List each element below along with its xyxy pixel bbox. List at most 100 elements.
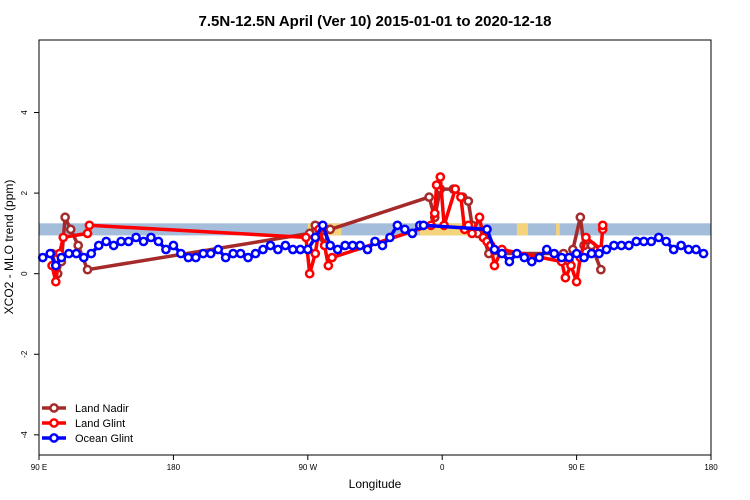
- data-point: [213, 244, 224, 255]
- data-point: [482, 224, 492, 235]
- data-point: [50, 276, 61, 287]
- chart-title: 7.5N-12.5N April (Ver 10) 2015-01-01 to …: [199, 13, 552, 30]
- data-point: [435, 172, 446, 182]
- data-point: [691, 244, 701, 255]
- data-point: [450, 184, 461, 194]
- data-point: [624, 240, 634, 251]
- data-point: [556, 252, 567, 263]
- data-point: [123, 236, 134, 247]
- data-point: [37, 252, 48, 263]
- x-axis: 90 E 180 90 W 0 90 E 180: [31, 455, 718, 472]
- data-point: [45, 248, 56, 259]
- y-axis-label: XCO2 - MLO trend (ppm): [2, 180, 16, 315]
- data-point: [597, 220, 608, 231]
- x-axis-label: Longitude: [349, 477, 402, 491]
- data-point: [168, 240, 179, 251]
- data-point: [93, 240, 104, 251]
- data-point: [64, 248, 74, 259]
- data-point: [579, 252, 589, 263]
- y-tick-label: 0: [20, 271, 29, 276]
- data-point: [519, 252, 530, 263]
- data-point: [698, 248, 709, 259]
- data-point: [317, 220, 328, 231]
- y-tick-label: 4: [20, 110, 29, 115]
- data-point: [463, 196, 474, 207]
- data-point: [295, 244, 306, 255]
- data-point: [302, 244, 313, 255]
- data-point: [73, 240, 84, 251]
- data-point: [489, 244, 500, 255]
- land-band-segment: [516, 223, 529, 236]
- data-point: [325, 240, 336, 251]
- data-point: [594, 248, 604, 259]
- data-point: [108, 240, 119, 251]
- data-point: [355, 240, 365, 251]
- legend-item: Land Glint: [42, 418, 125, 430]
- data-point: [116, 236, 126, 247]
- x-tick-label: 180: [167, 463, 181, 472]
- data-point: [78, 252, 89, 263]
- data-point: [489, 260, 500, 271]
- data-point: [571, 276, 582, 287]
- data-point: [661, 236, 672, 247]
- y-tick-label: -4: [20, 431, 29, 439]
- data-point: [301, 232, 311, 243]
- data-point: [325, 224, 336, 235]
- data-point: [146, 232, 156, 243]
- data-point: [58, 232, 69, 243]
- data-point: [131, 232, 141, 243]
- data-point: [153, 236, 164, 247]
- data-point: [392, 220, 403, 231]
- data-point: [668, 244, 679, 255]
- data-point: [575, 212, 586, 223]
- data-point: [683, 244, 694, 255]
- legend-label: Land Nadir: [75, 403, 129, 415]
- data-point: [560, 272, 571, 283]
- data-point: [258, 244, 268, 255]
- data-point: [101, 236, 112, 247]
- data-point: [220, 252, 231, 263]
- land-band-segment: [556, 223, 560, 236]
- data-point: [198, 248, 209, 259]
- data-point: [235, 248, 246, 259]
- y-tick-label: -2: [20, 350, 29, 358]
- data-point: [288, 244, 298, 255]
- data-point: [566, 260, 576, 271]
- data-point: [323, 260, 334, 271]
- data-point: [534, 252, 545, 263]
- legend-label: Land Glint: [75, 418, 125, 430]
- data-point: [571, 248, 582, 259]
- data-point: [526, 256, 537, 267]
- data-point: [549, 248, 560, 259]
- y-tick-label: 2: [20, 190, 29, 195]
- data-point: [84, 220, 95, 231]
- plot-frame: [38, 39, 712, 456]
- data-point: [176, 248, 186, 259]
- data-point: [646, 236, 657, 247]
- data-point: [653, 232, 664, 243]
- data-point: [280, 240, 291, 251]
- data-point: [82, 264, 93, 275]
- legend-item: Ocean Glint: [42, 433, 133, 445]
- data-point: [228, 248, 238, 259]
- x-tick-label: 180: [704, 463, 718, 472]
- series-layer: [37, 172, 709, 287]
- data-point: [243, 252, 253, 263]
- data-point: [631, 236, 642, 247]
- data-point: [586, 248, 597, 259]
- data-point: [138, 236, 149, 247]
- legend-label: Ocean Glint: [75, 433, 133, 445]
- data-point: [65, 224, 76, 235]
- data-point: [400, 224, 410, 235]
- data-point: [265, 240, 276, 251]
- legend: Land Nadir Land Glint Ocean Glint: [42, 403, 133, 445]
- data-point: [504, 256, 515, 267]
- x-tick-label: 0: [440, 463, 445, 472]
- data-point: [82, 228, 93, 239]
- data-point: [638, 236, 649, 247]
- data-point: [60, 212, 70, 223]
- data-point: [564, 252, 574, 263]
- data-point: [596, 264, 606, 275]
- data-point: [581, 232, 591, 243]
